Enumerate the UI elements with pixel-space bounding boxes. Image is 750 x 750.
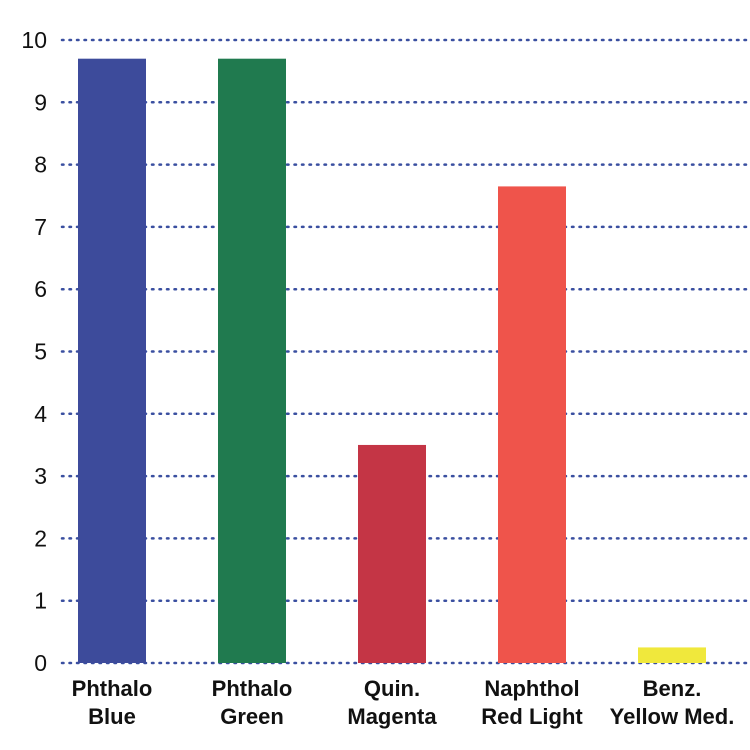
category-label-3: Naphthol Red Light — [481, 676, 583, 729]
y-axis-tick-labels: 0 1 2 3 4 5 6 7 8 9 10 — [21, 27, 47, 676]
y-tick-label-0: 0 — [34, 650, 47, 676]
y-tick-label-10: 10 — [21, 27, 47, 53]
y-tick-label-4: 4 — [34, 401, 47, 427]
y-tick-label-9: 9 — [34, 89, 47, 115]
category-label-2: Quin. Magenta — [347, 676, 437, 729]
category-label-4: Benz. Yellow Med. — [610, 676, 735, 729]
y-tick-label-6: 6 — [34, 276, 47, 302]
bars — [78, 58, 706, 663]
grid-lines — [60, 38, 750, 665]
bar-1 — [218, 58, 286, 663]
y-tick-label-1: 1 — [34, 588, 47, 614]
bar-2 — [358, 444, 426, 663]
category-label-0: Phthalo Blue — [72, 676, 153, 729]
y-tick-label-3: 3 — [34, 463, 47, 489]
y-tick-label-7: 7 — [34, 214, 47, 240]
y-tick-label-2: 2 — [34, 525, 47, 551]
y-tick-label-5: 5 — [34, 339, 47, 365]
bar-0 — [78, 58, 146, 663]
bar-3 — [498, 186, 566, 663]
y-tick-label-8: 8 — [34, 152, 47, 178]
category-label-1: Phthalo Green — [212, 676, 293, 729]
bar-4 — [638, 647, 706, 663]
x-axis-category-labels: Phthalo Blue Phthalo Green Quin. Magenta Napht… — [72, 676, 735, 729]
